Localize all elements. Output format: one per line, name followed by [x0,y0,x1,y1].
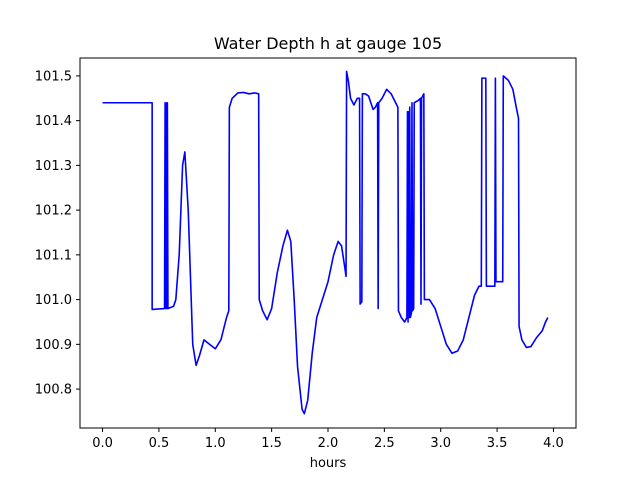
y-tick-label: 101.3 [35,159,72,174]
y-tick-label: 100.8 [35,383,72,398]
y-tick-label: 101.2 [35,204,72,219]
x-tick-label: 2.5 [374,436,395,451]
x-tick-label: 0.5 [149,436,170,451]
x-tick-label: 4.0 [543,436,564,451]
x-axis-label: hours [310,456,347,471]
x-tick-label: 3.0 [430,436,451,451]
y-tick-label: 101.4 [35,114,72,129]
x-tick-label: 3.5 [487,436,508,451]
y-axis-ticks: 100.8 100.9 101.0 101.1 101.2 101.3 101.4 101.5 [35,69,80,398]
chart-title: Water Depth h at gauge 105 [214,34,442,53]
y-tick-label: 101.5 [35,69,72,84]
x-tick-label: 1.0 [205,436,226,451]
y-tick-label: 100.9 [35,338,72,353]
series-layer [102,70,549,415]
x-tick-label: 2.0 [318,436,339,451]
series-line-0 [102,70,549,415]
y-tick-label: 101.0 [35,293,72,308]
x-tick-label: 0.0 [92,436,113,451]
x-tick-label: 1.5 [261,436,282,451]
x-axis-ticks: 0.0 0.5 1.0 1.5 2.0 2.5 3.0 3.5 4.0 [92,428,564,451]
y-tick-label: 101.1 [35,248,72,263]
